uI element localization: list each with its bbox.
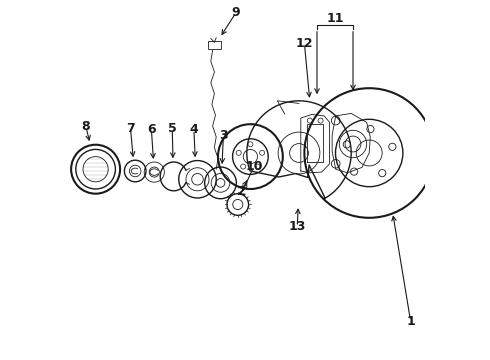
Text: 11: 11 [326,12,344,24]
Text: 13: 13 [289,220,306,233]
Text: 10: 10 [245,160,263,173]
Text: 12: 12 [295,37,313,50]
Text: 6: 6 [147,123,156,136]
Text: 1: 1 [406,315,415,328]
Text: 2: 2 [237,185,246,198]
Text: 3: 3 [219,129,228,141]
Text: 8: 8 [81,120,90,133]
Text: 4: 4 [190,123,198,136]
Text: 7: 7 [126,122,135,135]
Text: 9: 9 [232,6,240,19]
Text: 5: 5 [168,122,177,135]
